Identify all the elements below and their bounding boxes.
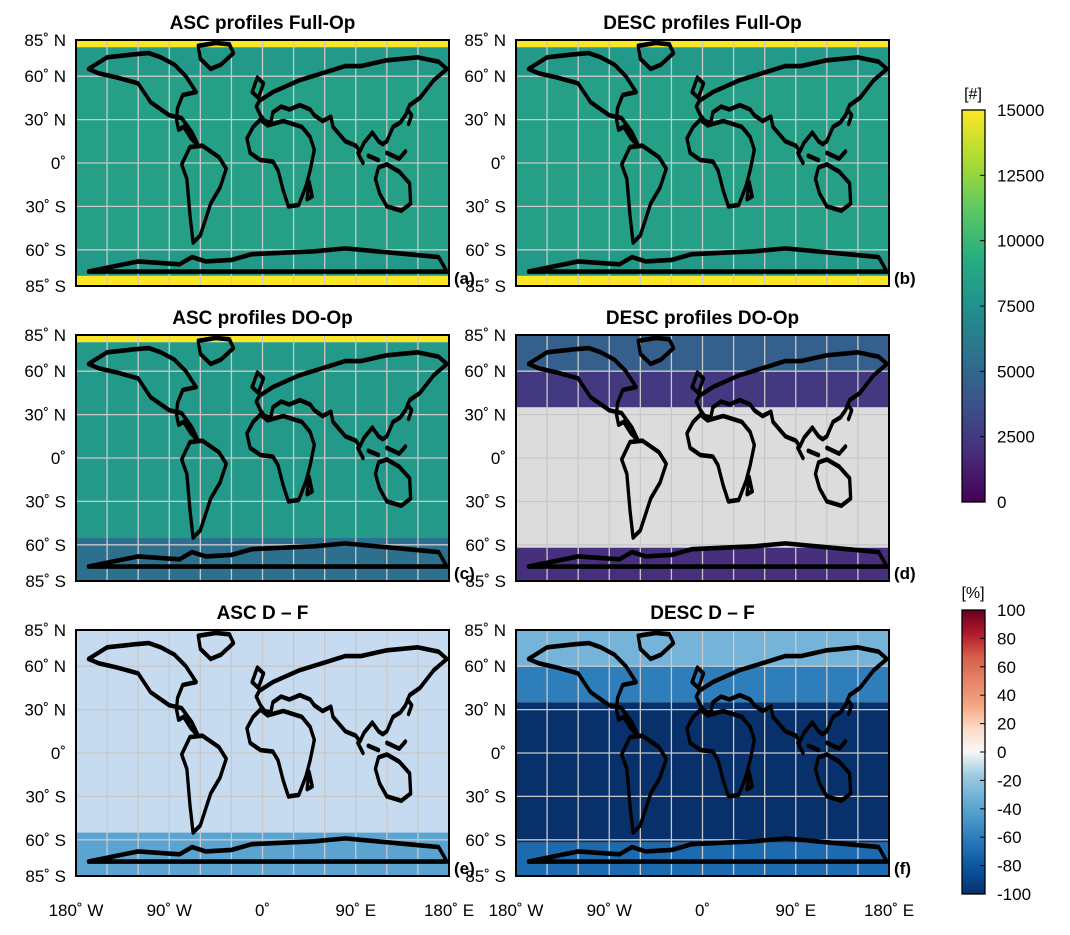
lat-tick-label: 60˚ N	[464, 67, 506, 86]
colorbar-tick-label: 2500	[997, 428, 1035, 447]
lat-tick-label: 60˚ N	[24, 67, 66, 86]
colorbar-tick-label: -20	[997, 771, 1022, 790]
colorbar-tick-label: -40	[997, 800, 1022, 819]
colorbar-tick-label: 100	[997, 601, 1025, 620]
lat-tick-label: 85˚ N	[24, 31, 66, 50]
lat-tick-label: 60˚ S	[465, 831, 506, 850]
colorbar-tick-label: 40	[997, 686, 1016, 705]
lat-tick-label: 85˚ S	[465, 867, 506, 886]
panel-b-frame	[515, 39, 890, 287]
lat-tick-label: 85˚ S	[25, 572, 66, 591]
lat-tick-label: 60˚ N	[24, 657, 66, 676]
lon-tick-label: 90˚ E	[775, 901, 816, 920]
colorbar-tick-label: 60	[997, 658, 1016, 677]
panel-f-label: (f)	[894, 859, 911, 878]
panel-b: DESC profiles Full-Op (b)	[515, 13, 916, 288]
lon-tick-label: 0˚	[695, 901, 710, 920]
lon-tick-label: 180˚ W	[49, 901, 104, 920]
lon-tick-label: 180˚ E	[864, 901, 914, 920]
lat-tick-label: 30˚ S	[25, 787, 66, 806]
colorbar-tick-label: 20	[997, 715, 1016, 734]
lat-tick-label: 30˚ S	[465, 787, 506, 806]
panel-b-title: DESC profiles Full-Op	[603, 13, 801, 34]
lat-tick-label: 0˚	[51, 449, 66, 468]
lat-tick-label: 85˚ S	[25, 277, 66, 296]
lat-tick-label: 0˚	[491, 449, 506, 468]
lat-tick-label: 0˚	[491, 744, 506, 763]
lat-tick-label: 60˚ S	[25, 831, 66, 850]
lat-tick-label: 30˚ N	[464, 406, 506, 425]
colorbar-tick-label: 12500	[997, 166, 1044, 185]
lat-tick-label: 30˚ S	[25, 492, 66, 511]
panel-c-title: ASC profiles DO-Op	[172, 308, 353, 329]
colorbar-tick-label: 15000	[997, 101, 1044, 120]
lat-tick-label: 60˚ N	[464, 657, 506, 676]
lat-tick-label: 85˚ N	[464, 326, 506, 345]
lat-tick-label: 30˚ S	[465, 492, 506, 511]
lat-tick-label: 60˚ S	[25, 241, 66, 260]
lat-tick-label: 0˚	[51, 154, 66, 173]
colorbar-tick-label: -60	[997, 828, 1022, 847]
lat-tick-label: 60˚ N	[464, 362, 506, 381]
panel-d-frame	[515, 334, 890, 582]
panel-a-label: (a)	[454, 269, 475, 288]
panel-e-title: ASC D – F	[217, 603, 309, 624]
panel-c-label: (c)	[454, 564, 475, 583]
lat-tick-label: 60˚ N	[24, 362, 66, 381]
panel-a-frame	[75, 39, 450, 287]
lat-tick-label: 30˚ N	[24, 406, 66, 425]
lat-tick-label: 85˚ S	[465, 277, 506, 296]
panel-f: DESC D – F (f)	[515, 603, 911, 878]
lat-tick-label: 85˚ N	[464, 31, 506, 50]
lat-tick-label: 85˚ N	[464, 621, 506, 640]
colorbar-tick-label: 7500	[997, 297, 1035, 316]
panel-f-frame	[515, 629, 890, 877]
colorbar-unit: [#]	[964, 86, 982, 103]
colorbar-percent: [%] 100 80 60 40 20 0 -20 -40 -60 -80 -100	[961, 585, 1031, 904]
lat-tick-label: 30˚ N	[24, 111, 66, 130]
colorbar-tick-label: 0	[997, 743, 1006, 762]
lon-tick-label: 90˚ W	[587, 901, 632, 920]
lat-tick-label: 30˚ S	[465, 197, 506, 216]
lon-tick-label: 0˚	[255, 901, 270, 920]
lat-tick-label: 0˚	[491, 154, 506, 173]
panel-d-label: (d)	[894, 564, 916, 583]
colorbar-tick-label: 0	[997, 493, 1006, 512]
colorbar-unit: [%]	[961, 585, 984, 602]
colorbar-tick-label: 5000	[997, 362, 1035, 381]
lon-tick-label: 90˚ E	[335, 901, 376, 920]
lon-tick-label: 180˚ W	[489, 901, 544, 920]
lat-tick-label: 30˚ N	[464, 701, 506, 720]
lat-tick-label: 60˚ S	[465, 536, 506, 555]
panel-c-frame	[75, 334, 450, 582]
panel-e-frame	[75, 629, 450, 877]
panel-d-title: DESC profiles DO-Op	[606, 308, 799, 329]
colorbar-tick-label: 10000	[997, 232, 1044, 251]
lat-tick-label: 0˚	[51, 744, 66, 763]
panel-f-title: DESC D – F	[650, 603, 755, 624]
colorbar-tick-label: -100	[997, 885, 1031, 904]
lat-tick-label: 85˚ N	[24, 326, 66, 345]
panel-e: ASC D – F (e)	[75, 603, 475, 878]
lon-tick-label: 90˚ W	[147, 901, 192, 920]
lat-tick-label: 60˚ S	[25, 536, 66, 555]
colorbar-tick-label: -80	[997, 857, 1022, 876]
colorbar-tick-label: 80	[997, 629, 1016, 648]
panel-d: DESC profiles DO-Op (d)	[515, 308, 916, 583]
panel-b-label: (b)	[894, 269, 916, 288]
panel-a: ASC profiles Full-Op (a)	[75, 13, 475, 288]
lat-tick-label: 30˚ N	[24, 701, 66, 720]
panel-c: ASC profiles DO-Op (c)	[75, 308, 475, 583]
panel-e-label: (e)	[454, 859, 475, 878]
lon-tick-label: 180˚ E	[424, 901, 474, 920]
lat-tick-label: 30˚ N	[464, 111, 506, 130]
panel-a-title: ASC profiles Full-Op	[170, 13, 356, 34]
colorbar-count: [#] 15000 12500 10000 7500 5000 2500 0	[961, 86, 1044, 512]
lat-tick-label: 85˚ S	[465, 572, 506, 591]
lat-tick-label: 60˚ S	[465, 241, 506, 260]
lat-tick-label: 30˚ S	[25, 197, 66, 216]
lat-tick-label: 85˚ N	[24, 621, 66, 640]
lat-tick-label: 85˚ S	[25, 867, 66, 886]
